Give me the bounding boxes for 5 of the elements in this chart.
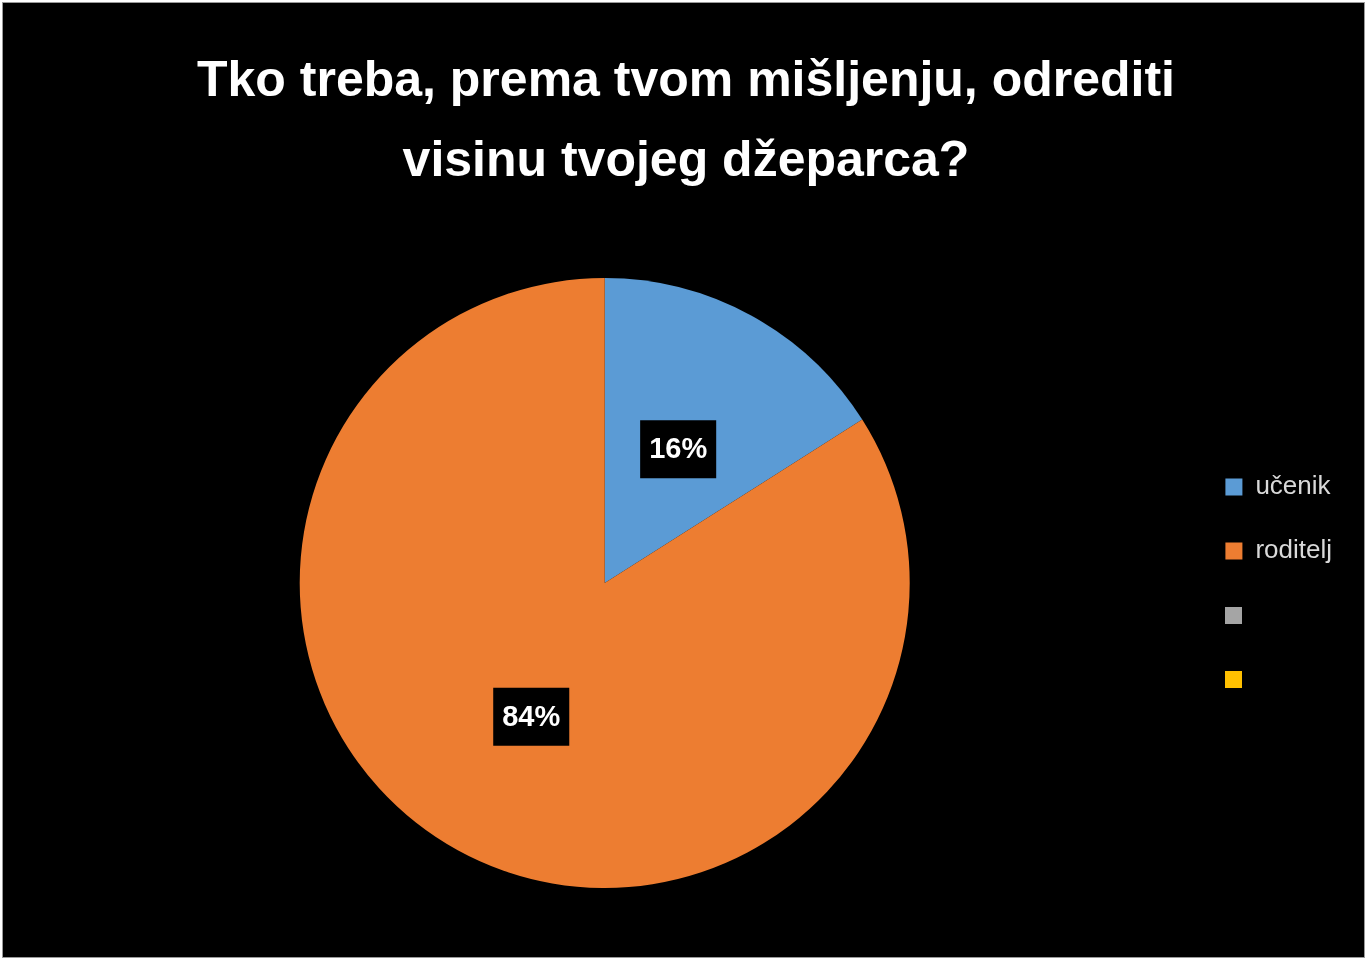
data-label: 84% (502, 699, 561, 732)
legend-label: roditelj (1255, 534, 1332, 565)
data-label: 16% (649, 432, 708, 465)
legend-label: učenik (1255, 470, 1332, 501)
chart-title: Tko treba, prema tvom mišljenju, odrediti visinu tvojeg džeparca? (196, 50, 1176, 189)
